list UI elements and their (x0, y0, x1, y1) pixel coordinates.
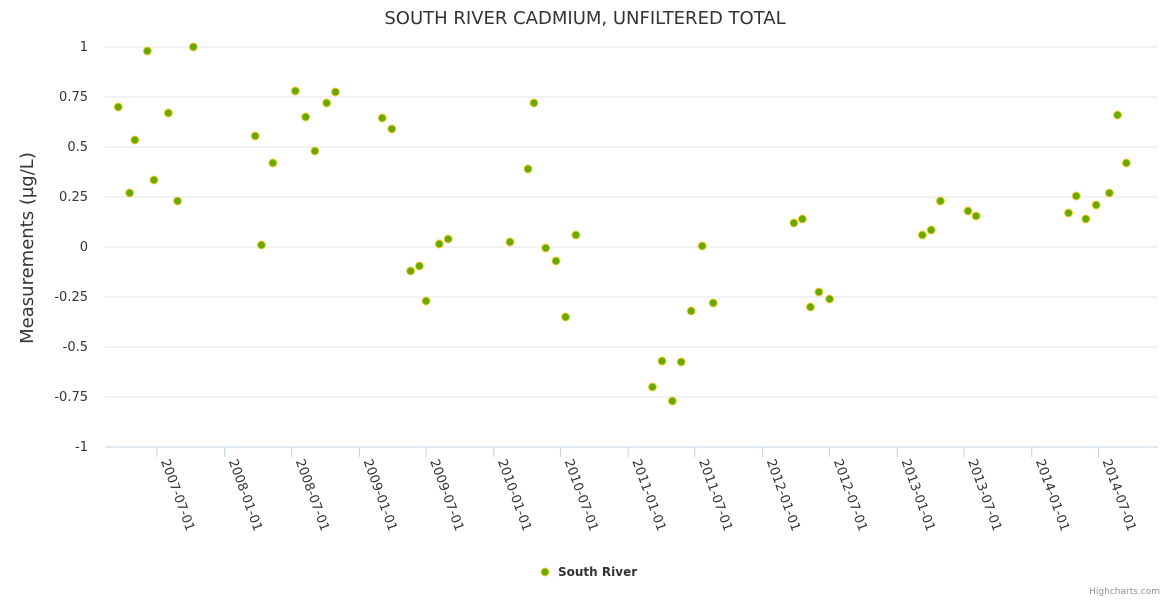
credits-link[interactable]: Highcharts.com (1089, 587, 1160, 597)
legend-marker-icon[interactable] (540, 567, 550, 577)
data-point[interactable] (330, 87, 340, 97)
data-point[interactable] (1104, 188, 1114, 198)
data-point[interactable] (113, 102, 123, 112)
y-axis-label: Measurements (µg/L) (17, 152, 38, 344)
y-tick-label: 0 (80, 240, 88, 255)
data-point[interactable] (657, 356, 667, 366)
x-tick-label: 2013-07-01 (964, 457, 1004, 533)
data-point[interactable] (647, 382, 657, 392)
data-point[interactable] (551, 256, 561, 266)
data-point[interactable] (1091, 200, 1101, 210)
data-point[interactable] (434, 239, 444, 249)
data-point[interactable] (1081, 214, 1091, 224)
data-point[interactable] (805, 302, 815, 312)
data-point[interactable] (250, 131, 260, 141)
x-tick-label: 2011-07-01 (695, 457, 735, 533)
y-tick-label: -0.25 (54, 290, 88, 305)
x-tick-label: 2011-01-01 (628, 457, 668, 533)
data-point[interactable] (377, 113, 387, 123)
y-tick-label: 0.25 (59, 190, 88, 205)
x-tick-label: 2008-01-01 (225, 457, 265, 533)
data-point[interactable] (686, 306, 696, 316)
data-point[interactable] (149, 175, 159, 185)
x-tick-label: 2009-07-01 (426, 457, 466, 533)
data-point[interactable] (290, 86, 300, 96)
x-tick-label: 2010-01-01 (494, 457, 534, 533)
data-point[interactable] (529, 98, 539, 108)
data-point[interactable] (797, 214, 807, 224)
data-point[interactable] (188, 42, 198, 52)
x-tick-label: 2008-07-01 (292, 457, 332, 533)
data-point[interactable] (676, 357, 686, 367)
data-point[interactable] (935, 196, 945, 206)
data-point[interactable] (406, 266, 416, 276)
data-point[interactable] (971, 211, 981, 221)
data-point[interactable] (142, 46, 152, 56)
x-tick-label: 2014-07-01 (1099, 457, 1139, 533)
data-point[interactable] (917, 230, 927, 240)
data-point[interactable] (708, 298, 718, 308)
data-point[interactable] (414, 261, 424, 271)
data-point[interactable] (443, 234, 453, 244)
data-point[interactable] (1071, 191, 1081, 201)
y-axis-ticks: 1 0.75 0.5 0.25 0 -0.25 -0.5 -0.75 -1 (54, 40, 88, 455)
data-point[interactable] (541, 243, 551, 253)
data-point[interactable] (173, 196, 183, 206)
data-point[interactable] (667, 396, 677, 406)
chart-title: SOUTH RIVER CADMIUM, UNFILTERED TOTAL (384, 8, 785, 29)
data-point[interactable] (505, 237, 515, 247)
legend[interactable]: South River (540, 565, 637, 579)
x-tick-label: 2009-01-01 (360, 457, 400, 533)
data-point[interactable] (963, 206, 973, 216)
data-point[interactable] (268, 158, 278, 168)
data-point[interactable] (1113, 110, 1122, 120)
data-point[interactable] (1121, 158, 1131, 168)
y-tick-label: 0.75 (59, 90, 88, 105)
data-point[interactable] (814, 287, 824, 297)
data-point[interactable] (523, 164, 533, 174)
data-point[interactable] (301, 112, 311, 122)
data-point[interactable] (697, 241, 707, 251)
data-point[interactable] (421, 296, 431, 306)
x-tick-label: 2007-07-01 (157, 457, 197, 533)
data-point[interactable] (387, 124, 397, 134)
legend-item-south-river[interactable]: South River (558, 565, 637, 579)
x-tick-label: 2014-01-01 (1032, 457, 1072, 533)
data-point[interactable] (256, 240, 266, 250)
data-point[interactable] (561, 312, 571, 322)
data-point[interactable] (125, 188, 135, 198)
y-tick-label: -0.75 (54, 390, 88, 405)
data-point[interactable] (1064, 208, 1074, 218)
y-tick-label: 1 (80, 40, 88, 55)
x-tick-label: 2012-01-01 (763, 457, 803, 533)
x-axis-ticks: 2007-07-01 2008-01-01 2008-07-01 2009-01-01… (156, 447, 1139, 533)
data-points (113, 42, 1131, 406)
data-point[interactable] (163, 108, 173, 118)
x-tick-label: 2012-07-01 (830, 457, 870, 533)
gridlines (105, 46, 1158, 398)
data-point[interactable] (310, 146, 320, 156)
data-point[interactable] (825, 294, 835, 304)
x-tick-label: 2013-01-01 (898, 457, 938, 533)
x-tick-label: 2010-07-01 (561, 457, 601, 533)
y-tick-label: -0.5 (63, 340, 88, 355)
data-point[interactable] (130, 135, 140, 145)
data-point[interactable] (926, 225, 936, 235)
data-point[interactable] (322, 98, 332, 108)
data-point[interactable] (571, 230, 581, 240)
y-tick-label: -1 (75, 440, 88, 455)
data-point[interactable] (789, 218, 799, 228)
y-tick-label: 0.5 (67, 140, 88, 155)
